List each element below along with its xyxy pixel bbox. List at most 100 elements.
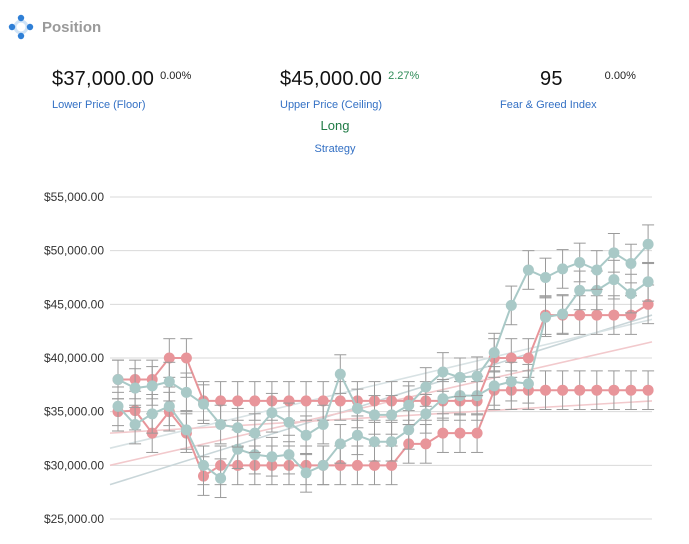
data-point <box>522 378 534 390</box>
data-point <box>420 438 432 450</box>
series-line <box>118 303 649 402</box>
data-point <box>386 436 398 448</box>
trendline <box>109 318 653 449</box>
ceiling-metric: $45,000.00 2.27% Upper Price (Ceiling) <box>280 68 419 111</box>
ceiling-pct: 2.27% <box>388 70 420 82</box>
series-line <box>117 278 649 480</box>
data-point <box>625 309 637 321</box>
data-point <box>488 380 500 392</box>
data-point <box>334 395 346 407</box>
strategy-label: Strategy <box>314 143 356 155</box>
ceiling-value: $45,000.00 <box>280 68 383 90</box>
data-point <box>334 438 346 450</box>
data-point <box>386 459 398 471</box>
ceiling-label: Upper Price (Ceiling) <box>280 99 383 111</box>
data-point <box>557 308 569 320</box>
strategy-value: Long <box>320 118 350 133</box>
data-point <box>163 400 175 412</box>
data-point <box>386 409 398 421</box>
price-chart: $25,000.00 $30,000.00 $35,000.00 $40,000.00… <box>44 190 655 526</box>
data-point <box>146 380 158 392</box>
data-point <box>112 373 124 385</box>
data-point <box>540 311 551 323</box>
data-point <box>334 459 346 471</box>
data-point <box>591 284 603 296</box>
trendline <box>109 341 653 467</box>
data-point <box>180 424 192 436</box>
y-tick-label: $30,000.00 <box>44 458 104 472</box>
data-point <box>574 284 586 296</box>
fear-greed-label: Fear & Greed Index <box>500 99 597 111</box>
data-point <box>437 427 449 439</box>
data-point <box>557 263 569 275</box>
data-point <box>369 436 380 448</box>
y-tick-label: $35,000.00 <box>44 405 104 419</box>
data-point <box>198 398 209 410</box>
data-point <box>317 419 329 431</box>
data-point <box>163 376 175 388</box>
data-point <box>112 400 124 412</box>
y-tick-label: $50,000.00 <box>44 244 104 258</box>
data-point <box>505 376 517 388</box>
data-point <box>283 449 295 461</box>
data-point <box>574 384 586 396</box>
data-point <box>454 427 466 439</box>
data-point <box>437 393 449 405</box>
data-point <box>420 408 432 420</box>
data-point <box>232 443 244 455</box>
trendline <box>109 314 653 486</box>
data-point <box>625 258 637 270</box>
data-point <box>642 276 654 288</box>
y-tick-label: $55,000.00 <box>44 190 104 204</box>
data-point <box>129 419 141 431</box>
data-point <box>215 472 227 484</box>
data-point <box>608 274 620 286</box>
data-point <box>557 384 569 396</box>
y-tick-label: $45,000.00 <box>44 297 104 311</box>
data-point <box>198 459 209 471</box>
data-point <box>266 451 278 463</box>
data-point <box>642 384 654 396</box>
data-point <box>249 395 261 407</box>
data-point <box>163 352 175 364</box>
data-point <box>642 238 654 250</box>
data-point <box>317 459 329 471</box>
data-point <box>540 384 551 396</box>
data-point <box>591 264 603 276</box>
data-point <box>437 366 449 378</box>
data-point <box>540 272 551 283</box>
data-point <box>249 449 261 461</box>
data-point <box>283 416 295 428</box>
data-point <box>608 384 620 396</box>
data-point <box>625 384 637 396</box>
data-point <box>300 429 312 441</box>
strategy-metric: Long Strategy <box>300 118 370 155</box>
fear-greed-metric: 95 0.00% Fear & Greed Index <box>500 68 636 111</box>
data-point <box>351 402 363 414</box>
floor-value: $37,000.00 <box>52 68 155 90</box>
data-point <box>317 395 329 407</box>
data-point <box>420 381 432 393</box>
data-point <box>266 407 278 419</box>
data-point <box>300 395 312 407</box>
data-point <box>471 370 483 382</box>
data-point <box>454 371 466 383</box>
page-title: Position <box>42 18 102 36</box>
data-point <box>146 408 158 420</box>
data-point <box>300 467 312 479</box>
fear-greed-value: 95 <box>540 68 563 90</box>
data-point <box>180 352 192 364</box>
data-point <box>522 264 534 276</box>
data-point <box>591 384 603 396</box>
data-point <box>403 399 415 411</box>
data-point <box>625 288 637 300</box>
data-point <box>574 309 586 321</box>
data-point <box>351 429 363 441</box>
position-dots-icon <box>8 14 34 40</box>
data-point <box>608 247 620 259</box>
data-point <box>283 395 295 407</box>
data-point <box>403 424 415 436</box>
data-point <box>180 386 192 398</box>
y-tick-label: $40,000.00 <box>44 351 104 365</box>
data-point <box>574 256 586 268</box>
